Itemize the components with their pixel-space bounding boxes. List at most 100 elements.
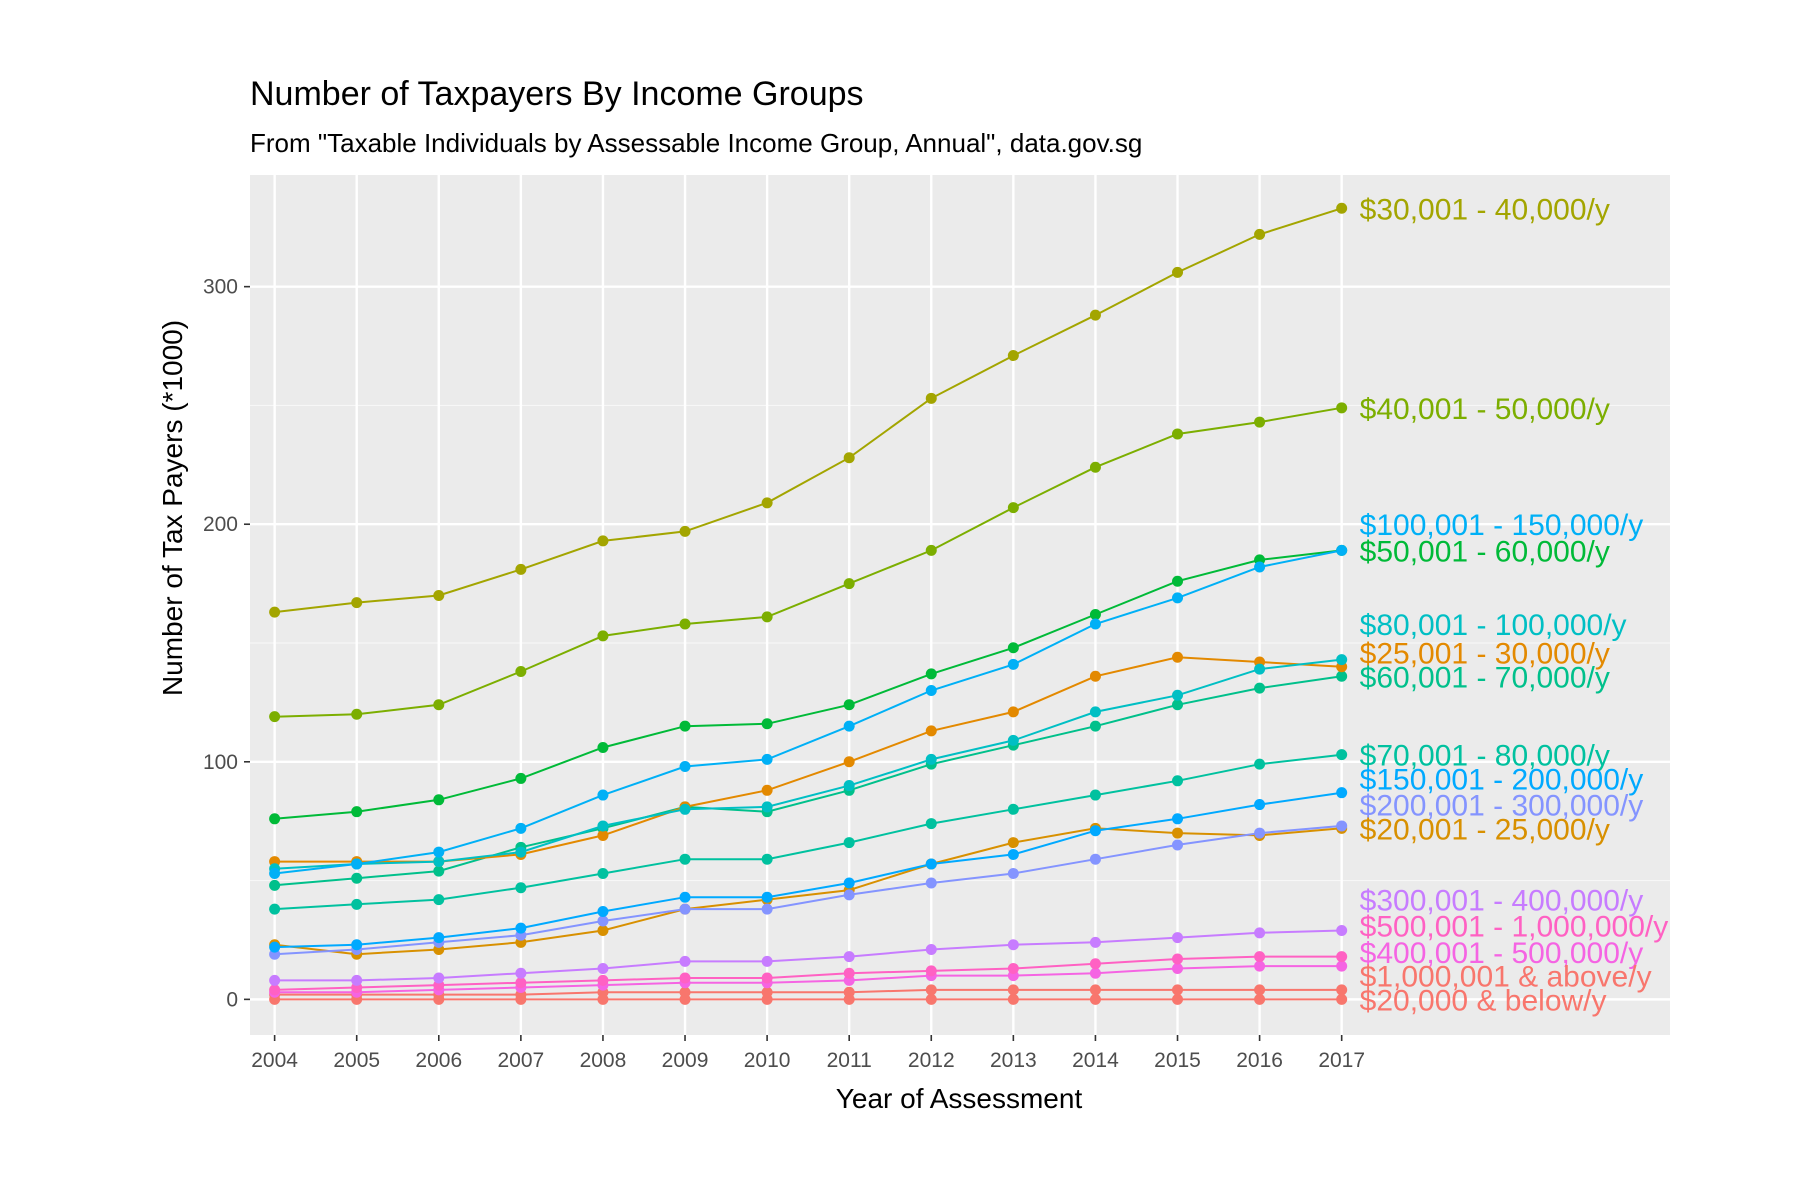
data-point bbox=[1254, 827, 1266, 839]
data-point bbox=[925, 984, 937, 996]
data-point bbox=[1172, 592, 1184, 604]
y-tick-label: 0 bbox=[226, 988, 238, 1011]
data-point bbox=[1007, 734, 1019, 746]
data-point bbox=[269, 903, 281, 915]
data-point bbox=[843, 720, 855, 732]
data-point bbox=[269, 813, 281, 825]
data-point bbox=[761, 903, 773, 915]
data-point bbox=[1336, 960, 1348, 972]
data-point bbox=[1336, 544, 1348, 556]
data-point bbox=[843, 967, 855, 979]
data-point bbox=[925, 965, 937, 977]
data-point bbox=[351, 898, 363, 910]
data-point bbox=[1254, 663, 1266, 675]
data-point bbox=[1007, 867, 1019, 879]
data-point bbox=[1172, 984, 1184, 996]
data-point bbox=[843, 889, 855, 901]
x-tick-label: 2009 bbox=[662, 1049, 709, 1072]
data-point bbox=[1172, 962, 1184, 974]
series-label: $30,001 - 40,000/y bbox=[1360, 193, 1610, 226]
data-point bbox=[597, 915, 609, 927]
data-point bbox=[1007, 350, 1019, 362]
data-point bbox=[1089, 461, 1101, 473]
data-point bbox=[1007, 984, 1019, 996]
data-point bbox=[1007, 706, 1019, 718]
data-point bbox=[679, 972, 691, 984]
data-point bbox=[1336, 787, 1348, 799]
x-tick-label: 2007 bbox=[498, 1049, 545, 1072]
data-point bbox=[433, 589, 445, 601]
data-point bbox=[1172, 699, 1184, 711]
data-point bbox=[515, 666, 527, 678]
series-label: $25,001 - 30,000/y bbox=[1360, 638, 1610, 671]
data-point bbox=[925, 725, 937, 737]
data-point bbox=[1007, 962, 1019, 974]
x-tick-label: 2017 bbox=[1318, 1049, 1365, 1072]
data-point bbox=[433, 932, 445, 944]
data-point bbox=[1089, 936, 1101, 948]
data-point bbox=[761, 986, 773, 998]
data-point bbox=[679, 803, 691, 815]
data-point bbox=[1254, 228, 1266, 240]
x-tick-label: 2005 bbox=[333, 1049, 380, 1072]
data-point bbox=[597, 867, 609, 879]
data-point bbox=[761, 853, 773, 865]
series-line bbox=[274, 929, 1342, 982]
series-label: $300,001 - 400,000/y bbox=[1360, 885, 1644, 918]
data-point bbox=[1089, 618, 1101, 630]
data-point bbox=[515, 846, 527, 858]
data-point bbox=[597, 630, 609, 642]
data-point bbox=[1089, 720, 1101, 732]
data-point bbox=[1172, 428, 1184, 440]
data-point bbox=[351, 872, 363, 884]
data-point bbox=[761, 611, 773, 623]
data-point bbox=[925, 877, 937, 889]
series-line bbox=[274, 824, 1342, 956]
series-line bbox=[274, 753, 1342, 911]
data-point bbox=[351, 974, 363, 986]
data-point bbox=[1172, 266, 1184, 278]
data-point bbox=[843, 986, 855, 998]
data-point bbox=[679, 903, 691, 915]
data-point bbox=[1007, 939, 1019, 951]
data-point bbox=[761, 784, 773, 796]
data-point bbox=[761, 497, 773, 509]
data-point bbox=[1089, 853, 1101, 865]
series-line bbox=[274, 955, 1342, 991]
x-tick-label: 2016 bbox=[1236, 1049, 1283, 1072]
data-point bbox=[1254, 927, 1266, 939]
data-point bbox=[597, 789, 609, 801]
data-point bbox=[1254, 561, 1266, 573]
data-point bbox=[925, 668, 937, 680]
data-point bbox=[761, 891, 773, 903]
data-point bbox=[515, 563, 527, 575]
data-point bbox=[1172, 953, 1184, 965]
data-point bbox=[1254, 951, 1266, 963]
x-tick-label: 2011 bbox=[827, 1049, 872, 1072]
data-point bbox=[843, 837, 855, 849]
data-point bbox=[1336, 202, 1348, 214]
x-axis-title: Year of Assessment bbox=[836, 1083, 1083, 1114]
data-point bbox=[597, 962, 609, 974]
y-tick-label: 200 bbox=[203, 513, 238, 536]
data-point bbox=[597, 742, 609, 754]
data-point bbox=[843, 951, 855, 963]
data-point bbox=[1172, 813, 1184, 825]
series-line bbox=[274, 791, 1342, 949]
series-label: $60,001 - 70,000/y bbox=[1360, 661, 1610, 694]
series-label: $1,000,001 & above/y bbox=[1360, 961, 1652, 994]
series-line bbox=[274, 549, 1342, 820]
x-tick-label: 2004 bbox=[251, 1049, 298, 1072]
series-lines bbox=[274, 207, 1343, 1001]
data-point bbox=[1336, 820, 1348, 832]
data-point bbox=[597, 905, 609, 917]
data-point bbox=[1007, 848, 1019, 860]
x-tick-label: 2014 bbox=[1072, 1049, 1119, 1072]
data-point bbox=[515, 772, 527, 784]
data-point bbox=[515, 822, 527, 834]
data-point bbox=[1254, 960, 1266, 972]
series-label: $150,001 - 200,000/y bbox=[1360, 763, 1644, 796]
data-point bbox=[515, 882, 527, 894]
data-point bbox=[351, 708, 363, 720]
